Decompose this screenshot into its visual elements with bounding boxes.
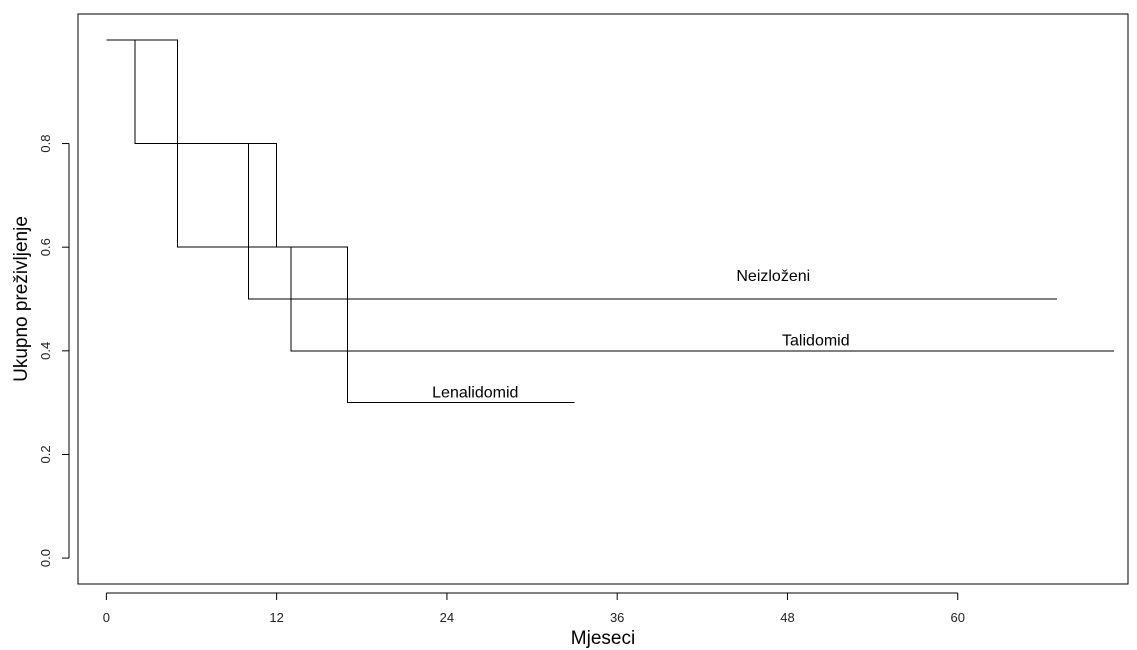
- x-axis-title: Mjeseci: [571, 628, 635, 649]
- x-tick-label: 24: [440, 610, 454, 625]
- x-axis: 0 12 24 36 48 60: [103, 592, 965, 625]
- series-layer: Neizloženi Talidomid Lenalidomid: [106, 39, 1114, 404]
- series-line-2: [106, 39, 575, 404]
- x-tick-label: 36: [610, 610, 624, 625]
- series-line-1: [106, 39, 1114, 352]
- series-line-0: [106, 39, 1058, 300]
- x-tick-label: 0: [103, 610, 110, 625]
- series-label: Lenalidomid: [432, 384, 518, 401]
- plot-frame: [77, 13, 1129, 585]
- x-tick-label: 12: [269, 610, 283, 625]
- y-tick-label: 0.2: [38, 445, 53, 463]
- y-tick-label: 0.6: [38, 238, 53, 256]
- series-label: Neizloženi: [736, 268, 810, 285]
- x-tick-label: 48: [780, 610, 794, 625]
- y-tick-label: 0.0: [38, 549, 53, 567]
- y-axis-title: Ukupno preživljenje: [11, 216, 32, 382]
- x-tick-label: 60: [950, 610, 964, 625]
- y-tick-label: 0.8: [38, 135, 53, 153]
- series-label: Talidomid: [782, 333, 850, 350]
- y-axis: 0.0 0.2 0.4 0.6 0.8: [38, 135, 70, 567]
- y-tick-label: 0.4: [38, 342, 53, 360]
